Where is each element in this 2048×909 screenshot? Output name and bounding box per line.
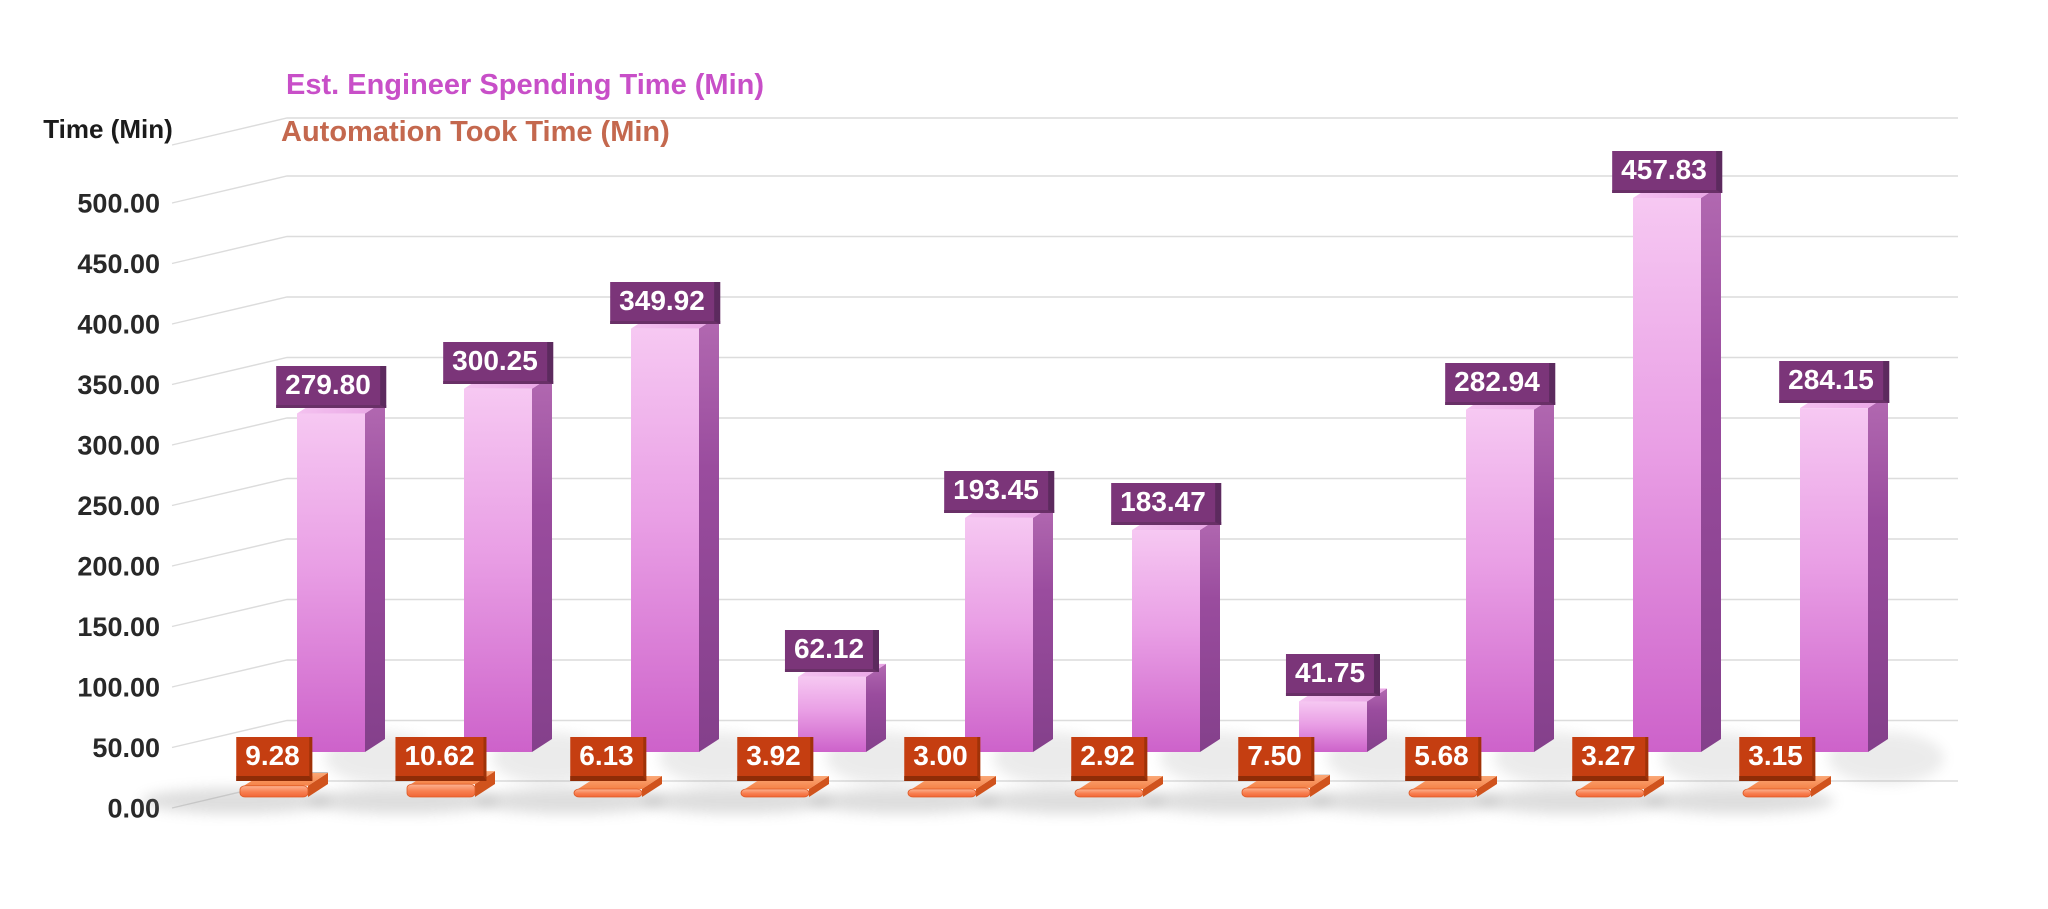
value-label-automation-time: 7.50 xyxy=(1238,737,1314,781)
bar-engineer-side-face xyxy=(1367,688,1387,752)
value-label-engineer-time: 349.92 xyxy=(610,281,720,324)
y-tick-label: 450.00 xyxy=(77,249,160,279)
gridline xyxy=(171,235,1958,265)
y-axis-title: Time (Min) xyxy=(43,114,173,144)
bar-automation-time xyxy=(907,788,977,798)
bar-engineer-side-face xyxy=(1868,395,1888,752)
y-tick-label: 350.00 xyxy=(77,370,160,400)
bar-engineer-time xyxy=(1466,409,1534,752)
y-tick-label: 400.00 xyxy=(77,310,160,340)
value-label-automation-time: 10.62 xyxy=(395,737,487,781)
legend-item-automation-time: Automation Took Time (Min) xyxy=(281,116,670,148)
bar-engineer-time xyxy=(1800,408,1868,752)
value-label-engineer-time: 62.12 xyxy=(784,629,880,672)
value-label-engineer-time: 41.75 xyxy=(1285,654,1381,697)
value-label-automation-time: 5.68 xyxy=(1405,737,1481,781)
value-label-engineer-time: 279.80 xyxy=(276,366,386,409)
gridline xyxy=(171,719,1958,749)
bar-engineer-time xyxy=(464,388,532,752)
value-label-automation-time: 3.27 xyxy=(1572,737,1648,781)
y-tick-label: 300.00 xyxy=(77,431,160,461)
bar-engineer-side-face xyxy=(532,375,552,752)
bar-automation-time xyxy=(239,785,309,798)
bar-automation-time xyxy=(1074,788,1144,798)
bar-automation-side-face xyxy=(809,776,829,797)
bar-automation-time xyxy=(740,788,810,798)
wall-top-edge xyxy=(171,117,1958,146)
bar-engineer-side-face xyxy=(866,663,886,752)
bar-engineer-side-face xyxy=(365,400,385,752)
y-tick-label: 200.00 xyxy=(77,552,160,582)
bar-engineer-time xyxy=(297,413,365,752)
bar-automation-side-face xyxy=(976,776,996,797)
bar-engineer-time xyxy=(1633,198,1701,752)
value-label-automation-time: 9.28 xyxy=(236,737,312,781)
gridline xyxy=(171,356,1958,386)
bar-engineer-side-face xyxy=(1534,396,1554,752)
bar-automation-side-face xyxy=(308,772,328,797)
value-label-automation-time: 2.92 xyxy=(1071,737,1147,781)
bar-automation-side-face xyxy=(1310,774,1330,797)
gridline xyxy=(171,538,1958,567)
value-label-engineer-time: 183.47 xyxy=(1111,483,1221,525)
y-tick-label: 50.00 xyxy=(92,733,160,763)
bar-automation-time xyxy=(1408,788,1478,798)
bar-automation-side-face xyxy=(1143,776,1163,797)
bar-automation-side-face xyxy=(1644,776,1664,797)
bar-engineer-time xyxy=(965,517,1033,752)
y-tick-label: 100.00 xyxy=(77,673,160,703)
bar-automation-side-face xyxy=(475,771,495,797)
bar-engineer-time xyxy=(1132,530,1200,752)
value-label-automation-time: 3.15 xyxy=(1739,737,1815,781)
bar-automation-time xyxy=(1241,787,1311,798)
value-label-automation-time: 6.13 xyxy=(570,737,646,781)
value-label-engineer-time: 300.25 xyxy=(443,341,553,384)
bar-engineer-side-face xyxy=(1200,517,1220,752)
bar-automation-time xyxy=(573,788,643,798)
bar-automation-side-face xyxy=(642,776,662,797)
value-label-engineer-time: 282.94 xyxy=(1445,362,1555,405)
bar-engineer-side-face xyxy=(1033,504,1053,752)
bar-automation-time xyxy=(1575,788,1645,798)
y-tick-label: 150.00 xyxy=(77,612,160,642)
gridline xyxy=(171,296,1958,325)
bar-automation-side-face xyxy=(1477,776,1497,797)
legend-item-engineer-time: Est. Engineer Spending Time (Min) xyxy=(286,69,765,101)
bar-engineer-time xyxy=(631,328,699,752)
y-tick-label: 250.00 xyxy=(77,491,160,521)
bar-automation-time xyxy=(1742,788,1812,798)
bar-engineer-side-face xyxy=(699,315,719,752)
y-tick-label: 500.00 xyxy=(77,189,160,219)
gridline xyxy=(171,659,1958,688)
gridline xyxy=(171,417,1958,446)
bar-automation-side-face xyxy=(1811,776,1831,797)
value-label-engineer-time: 193.45 xyxy=(944,470,1054,513)
value-label-engineer-time: 457.83 xyxy=(1612,151,1722,194)
gridline xyxy=(171,598,1958,628)
gridline xyxy=(171,175,1958,204)
value-label-automation-time: 3.00 xyxy=(904,737,980,781)
value-label-engineer-time: 284.15 xyxy=(1779,361,1889,404)
gridline xyxy=(171,477,1958,507)
bar-engineer-side-face xyxy=(1701,185,1721,752)
value-label-automation-time: 3.92 xyxy=(737,737,813,781)
bar-automation-time xyxy=(406,783,476,798)
